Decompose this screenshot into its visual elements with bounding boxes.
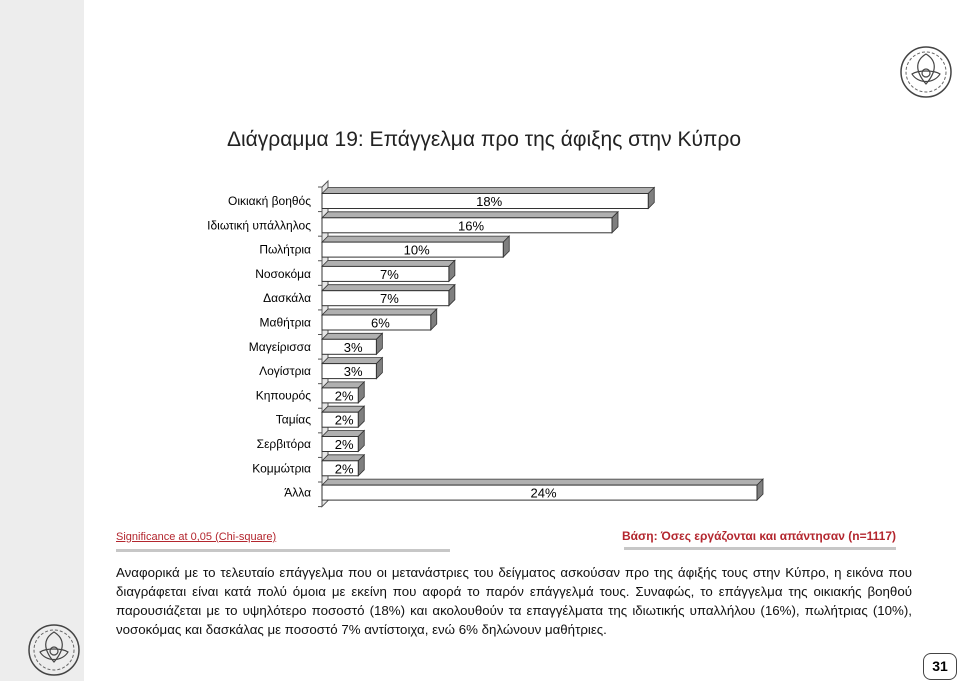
data-label: 2% bbox=[335, 388, 354, 403]
bar bbox=[321, 290, 450, 307]
bar bbox=[321, 338, 377, 355]
bar-top bbox=[321, 381, 366, 389]
bar bbox=[321, 265, 450, 282]
data-label: 24% bbox=[530, 486, 556, 501]
chart-title: Διάγραμμα 19: Επάγγελμα προ της άφιξης σ… bbox=[226, 128, 742, 151]
data-label: 7% bbox=[380, 267, 399, 282]
bar-top bbox=[321, 357, 384, 365]
data-label: 2% bbox=[335, 437, 354, 452]
bar bbox=[321, 193, 649, 209]
lace-emblem-icon bbox=[900, 46, 952, 98]
category-label: Δασκάλα bbox=[263, 291, 311, 305]
bar-top bbox=[321, 235, 511, 243]
lace-emblem-icon bbox=[28, 624, 80, 676]
significance-note: Significance at 0,05 (Chi-square) bbox=[116, 531, 277, 543]
category-label: Οικιακή βοηθός bbox=[228, 194, 311, 208]
data-label: 6% bbox=[371, 316, 390, 331]
bar-top bbox=[321, 284, 456, 292]
data-label: 7% bbox=[380, 291, 399, 306]
bar-top bbox=[321, 308, 438, 316]
category-label: Ταμίας bbox=[276, 413, 311, 427]
bar-top bbox=[321, 187, 656, 194]
significance-underline bbox=[116, 549, 450, 552]
sample-base-underline bbox=[624, 547, 896, 550]
bar bbox=[321, 314, 432, 331]
bar bbox=[321, 436, 359, 452]
bar-top bbox=[321, 478, 764, 486]
data-label: 3% bbox=[344, 364, 363, 379]
bar bbox=[321, 387, 359, 404]
category-label: Πωλήτρια bbox=[259, 243, 311, 257]
bar-top bbox=[321, 332, 384, 340]
category-label: Νοσοκόμα bbox=[255, 267, 311, 281]
bar bbox=[321, 363, 377, 380]
category-label: Σερβιτόρα bbox=[257, 437, 311, 451]
category-label: Μαθήτρια bbox=[260, 316, 312, 330]
sample-base-note: Βάση: Όσες εργάζονται και απάντησαν (n=1… bbox=[622, 529, 896, 543]
data-label: 2% bbox=[335, 413, 354, 428]
bar bbox=[321, 241, 504, 258]
left-margin-band bbox=[0, 0, 84, 681]
category-label: Μαγείρισσα bbox=[249, 340, 311, 354]
category-label: Ιδιωτική υπάλληλος bbox=[207, 218, 311, 232]
page-number: 31 bbox=[923, 653, 957, 680]
bar bbox=[321, 217, 613, 234]
data-label: 18% bbox=[476, 194, 502, 209]
bar-top bbox=[321, 454, 366, 462]
bar bbox=[321, 411, 359, 428]
category-label: Λογίστρια bbox=[259, 364, 311, 378]
bar-top bbox=[321, 211, 619, 219]
bar-top bbox=[321, 405, 366, 413]
data-label: 2% bbox=[335, 461, 354, 476]
data-label: 16% bbox=[458, 218, 484, 233]
body-paragraph: Αναφορικά με το τελευταίο επάγγελμα που … bbox=[116, 565, 912, 637]
bar-top bbox=[321, 430, 366, 437]
category-label: Άλλα bbox=[284, 486, 311, 500]
bar-top bbox=[321, 259, 456, 267]
bar bbox=[321, 460, 359, 477]
bar bbox=[321, 484, 758, 501]
category-label: Κηπουρός bbox=[256, 388, 312, 402]
category-label: Κομμώτρια bbox=[252, 461, 311, 475]
data-label: 3% bbox=[344, 340, 363, 355]
data-label: 10% bbox=[404, 243, 430, 258]
